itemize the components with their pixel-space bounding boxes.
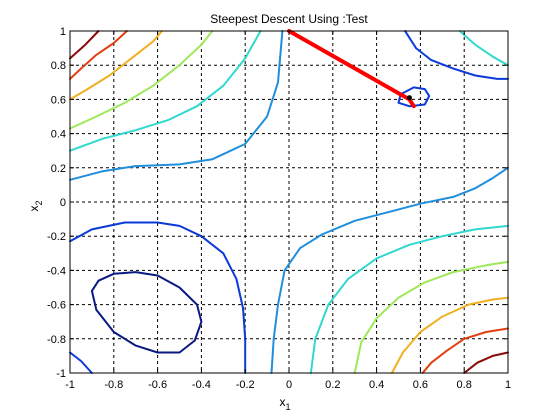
x-tick-label: -0.4 — [192, 379, 211, 391]
x-tick-label: -0.8 — [104, 379, 123, 391]
contour-line — [90, 271, 203, 354]
x-tick-label: 0 — [286, 379, 292, 391]
y-tick-label: 0.6 — [51, 94, 66, 106]
contour-line — [69, 30, 214, 130]
y-tick-label: -0.4 — [47, 265, 66, 277]
x-axis-label: x1 — [279, 395, 290, 412]
contour-line — [69, 30, 163, 101]
y-tick-label: -0.6 — [47, 300, 66, 312]
contour-line — [353, 260, 509, 374]
y-tick-label: -0.8 — [47, 334, 66, 346]
x-axis-label-subscript: 1 — [285, 402, 290, 412]
contour-line — [421, 327, 509, 374]
y-tick-label: 1 — [60, 26, 66, 38]
y-tick-label: 0.2 — [51, 163, 66, 175]
x-tick-label: -0.6 — [148, 379, 167, 391]
contour-line — [69, 221, 247, 374]
contour-line — [458, 30, 509, 67]
contour-line — [270, 166, 509, 374]
x-tick-label: 1 — [505, 379, 511, 391]
y-axis-label: x2 — [27, 200, 44, 211]
y-axis-label-main: x — [27, 206, 41, 212]
grid-lines — [70, 31, 508, 373]
contour-line — [397, 86, 431, 108]
contour-lines — [69, 30, 509, 374]
y-tick-label: -1 — [56, 368, 66, 380]
y-axis-ticks: -1 -0.8 -0.6 -0.4 -0.2 0 0.2 0.4 0.6 0.8 1 — [47, 26, 508, 380]
y-tick-label: -0.2 — [47, 231, 66, 243]
x-tick-label: 0.6 — [413, 379, 428, 391]
y-axis-label-subscript: 2 — [34, 200, 44, 205]
y-tick-label: 0 — [60, 197, 66, 209]
chart-title: Steepest Descent Using :Test — [210, 12, 368, 26]
contour-line — [463, 351, 509, 374]
x-tick-label: -1 — [65, 379, 75, 391]
descent-path-end-marker — [406, 95, 412, 101]
x-axis-ticks: -1 -0.8 -0.6 -0.4 -0.2 0 0.2 0.4 0.6 0.8 1 — [65, 31, 511, 391]
x-axis-label-main: x — [279, 395, 285, 409]
contour-line — [390, 296, 509, 374]
contour-line — [69, 30, 128, 80]
contour-line — [404, 30, 509, 80]
contour-line — [69, 351, 93, 374]
contour-line — [69, 30, 262, 152]
x-tick-label: -0.2 — [236, 379, 255, 391]
contour-line — [309, 224, 509, 374]
y-tick-label: 0.4 — [51, 129, 66, 141]
x-tick-label: 0.2 — [325, 379, 340, 391]
descent-path-layer — [287, 29, 416, 109]
contour-line — [69, 30, 100, 60]
y-tick-label: 0.8 — [51, 60, 66, 72]
x-tick-label: 0.8 — [457, 379, 472, 391]
contour-line — [69, 30, 284, 181]
x-tick-label: 0.4 — [369, 379, 384, 391]
